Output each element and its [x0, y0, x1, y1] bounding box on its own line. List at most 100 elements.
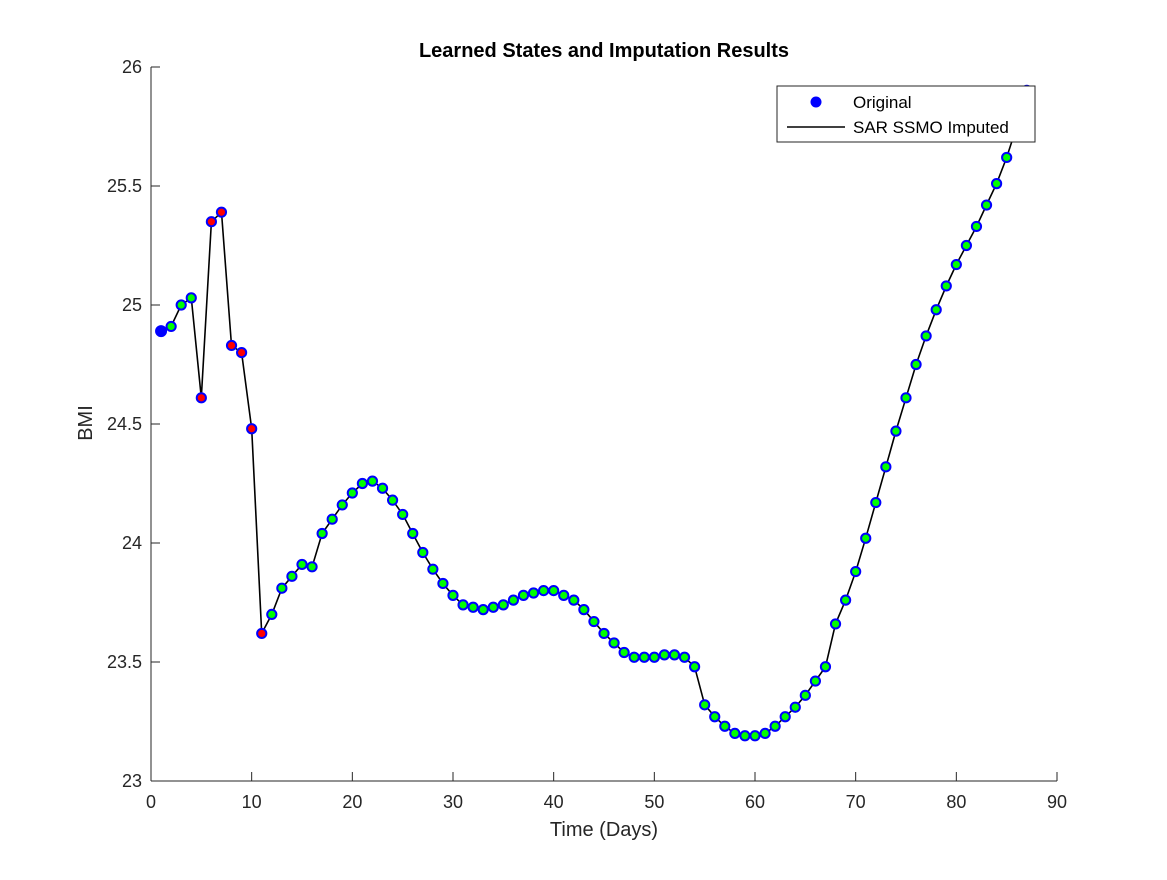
imputed-point	[880, 461, 892, 473]
imputed-point	[437, 577, 449, 590]
imputed-point	[527, 587, 540, 599]
x-tick-label: 50	[644, 792, 664, 812]
imputed-point	[165, 320, 177, 333]
x-tick-label: 30	[443, 792, 463, 812]
imputed-point	[940, 280, 952, 292]
y-axis-title: BMI	[75, 405, 97, 441]
y-tick-label: 23	[122, 771, 142, 791]
imputed-point	[558, 589, 570, 601]
imputed-point	[236, 347, 248, 359]
imputed-point	[628, 651, 640, 663]
imputed-point	[809, 675, 822, 687]
imputed-point	[709, 711, 721, 723]
imputed-point	[387, 494, 399, 506]
imputed-point	[548, 585, 560, 597]
imputed-point	[910, 358, 922, 371]
imputed-point	[376, 482, 389, 494]
legend: Original SAR SSMO Imputed	[776, 85, 1036, 143]
imputed-point	[870, 496, 882, 509]
imputed-point	[950, 258, 962, 271]
imputed-point	[356, 477, 368, 490]
imputed-point	[890, 425, 902, 437]
x-tick-label: 80	[946, 792, 966, 812]
imputed-point	[608, 637, 620, 649]
imputed-point	[930, 304, 942, 316]
y-tick-label: 25.5	[107, 176, 142, 196]
imputed-point	[658, 649, 671, 661]
imputed-point	[306, 561, 318, 573]
imputed-point	[215, 206, 228, 218]
imputed-point	[860, 532, 872, 544]
plot-area	[155, 84, 1033, 742]
imputed-point	[397, 508, 409, 521]
y-tick-label: 24	[122, 533, 142, 553]
imputed-point	[719, 720, 731, 732]
imputed-point	[447, 589, 459, 601]
x-tick-label: 60	[745, 792, 765, 812]
imputed-point	[789, 701, 801, 713]
x-tick-label: 0	[146, 792, 156, 812]
legend-marker-original	[810, 96, 822, 108]
imputed-point	[256, 627, 268, 640]
imputed-point	[980, 199, 993, 211]
imputed-point	[699, 699, 711, 711]
original-point	[155, 325, 168, 338]
imputed-point	[668, 649, 681, 661]
imputed-point	[819, 661, 832, 673]
imputed-point	[729, 727, 741, 740]
imputed-point	[185, 292, 197, 304]
imputed-point	[960, 239, 973, 252]
imputed-point	[487, 601, 499, 613]
imputed-point	[467, 601, 479, 613]
imputed-point	[598, 627, 610, 640]
imputed-point	[538, 585, 550, 597]
imputed-point	[648, 651, 660, 663]
x-tick-label: 20	[342, 792, 362, 812]
legend-label-imputed: SAR SSMO Imputed	[853, 118, 1009, 137]
imputed-point	[749, 730, 761, 742]
chart-title: Learned States and Imputation Results	[419, 40, 789, 62]
x-tick-label: 90	[1047, 792, 1067, 812]
imputed-point	[739, 730, 751, 742]
imputed-point	[195, 392, 207, 404]
imputed-point	[296, 558, 308, 571]
imputed-point	[850, 565, 862, 578]
imputed-point	[366, 475, 379, 487]
imputed-point	[266, 608, 278, 621]
imputed-point	[205, 216, 217, 228]
imputed-point	[678, 651, 691, 663]
imputed-point	[900, 392, 912, 404]
imputed-point	[326, 513, 338, 525]
imputed-point	[799, 689, 811, 701]
imputed-point	[779, 711, 791, 723]
imputed-point	[517, 589, 530, 601]
imputed-point	[346, 487, 358, 499]
imputed-point	[829, 618, 842, 630]
imputed-point	[336, 499, 348, 511]
axes: 0 10 20 30 40 50 60 70 80 90 23 23.5 24 24.5 25 25.5 26	[107, 57, 1067, 812]
imputed-point	[316, 527, 328, 540]
x-tick-label: 10	[242, 792, 262, 812]
imputed-point	[588, 615, 600, 628]
imputed-point	[970, 220, 983, 233]
imputed-point	[246, 423, 258, 435]
imputed-point	[225, 339, 238, 352]
legend-box	[776, 85, 1036, 143]
imputed-point	[689, 661, 701, 673]
legend-label-original: Original	[853, 93, 912, 112]
imputed-point	[457, 599, 469, 611]
imputed-point	[769, 720, 781, 732]
imputed-point	[417, 546, 429, 559]
imputed-point	[276, 582, 288, 594]
x-axis-title: Time (Days)	[550, 819, 658, 841]
y-tick-label: 24.5	[107, 414, 142, 434]
imputed-point	[840, 594, 852, 606]
x-tick-label: 40	[544, 792, 564, 812]
imputed-point	[427, 563, 439, 575]
x-tick-label: 70	[846, 792, 866, 812]
imputed-point	[991, 178, 1003, 190]
imputed-point	[507, 594, 520, 606]
